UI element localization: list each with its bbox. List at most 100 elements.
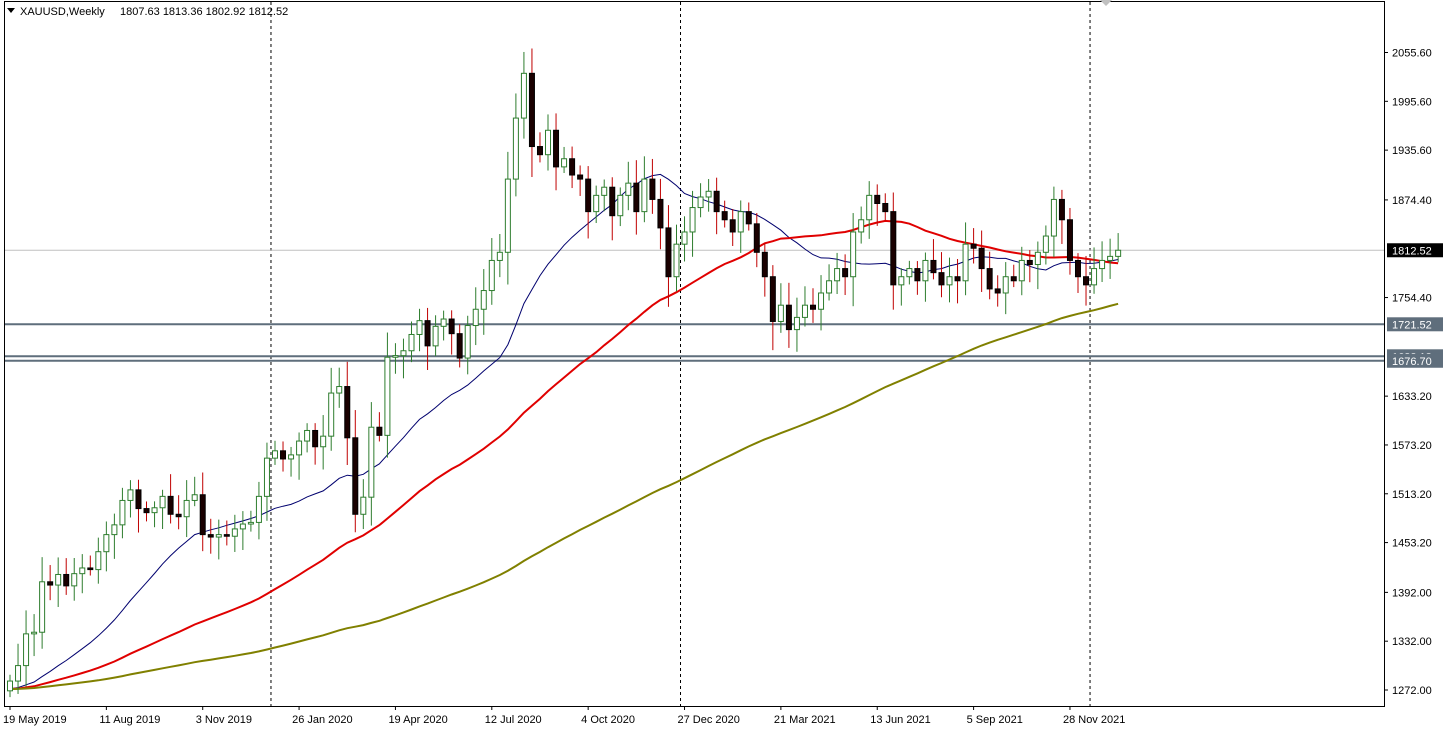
candle-body (432, 325, 439, 347)
candle-body (1034, 251, 1041, 266)
candle-body (151, 507, 158, 514)
candle-body (255, 495, 262, 523)
candle-body (601, 186, 608, 196)
candle-body (858, 219, 865, 233)
candle-body (826, 280, 833, 294)
candle-body (1018, 259, 1025, 282)
y-tick-label: 1392.00 (1392, 587, 1432, 599)
candle-body (633, 182, 640, 213)
candle-body (167, 495, 174, 515)
candle-body (464, 325, 471, 359)
candle-body (207, 534, 214, 538)
current-price-label: 1812.52 (1392, 245, 1432, 257)
plot-frame (4, 1, 1385, 707)
y-tick-label: 1272.00 (1392, 685, 1432, 697)
candle-body (183, 499, 190, 518)
candle-body (1074, 259, 1081, 278)
candle-body (962, 243, 969, 282)
ma-slow-line (9, 302, 1119, 691)
candle-body (135, 489, 142, 510)
candle-body (47, 581, 54, 586)
candle-body (970, 243, 977, 249)
candle-body (143, 508, 150, 514)
candle-body (87, 567, 94, 571)
candle-body (882, 202, 889, 213)
candle-body (761, 251, 768, 278)
candle-body (818, 292, 825, 310)
candle-body (561, 158, 568, 168)
candle-body (191, 494, 198, 501)
candle-body (215, 534, 222, 538)
candle-body (585, 178, 592, 213)
x-tick-label: 3 Nov 2019 (196, 714, 252, 726)
candle-body (850, 231, 857, 278)
candle-body (400, 350, 407, 357)
candle-body (247, 521, 254, 525)
candle-body (368, 426, 375, 498)
candle-body (223, 534, 230, 537)
x-tick-label: 11 Aug 2019 (99, 714, 160, 726)
candle-body (416, 320, 423, 335)
candle-body (55, 573, 62, 586)
candle-body (737, 211, 744, 233)
y-tick-label: 1573.20 (1392, 440, 1432, 452)
candle-body (874, 194, 881, 204)
y-tick-label: 1874.40 (1392, 195, 1432, 207)
candle-body (801, 304, 808, 318)
candle-body (625, 182, 632, 196)
level-badge-label: 1721.52 (1392, 319, 1432, 331)
y-tick-label: 1995.60 (1392, 96, 1432, 108)
chart-header: XAUUSD,Weekly 1807.63 1813.36 1802.92 18… (7, 6, 288, 18)
candle-body (978, 247, 985, 270)
candle-body (657, 198, 664, 229)
time-axis: 19 May 2019 11 Aug 2019 3 Nov 2019 26 Jan 2… (3, 706, 1125, 726)
x-tick-label: 19 May 2019 (3, 714, 67, 726)
candle-body (456, 333, 463, 359)
candle-body (312, 429, 319, 448)
y-tick-label: 2055.60 (1392, 48, 1432, 60)
candle-body (39, 581, 46, 633)
candle-body (697, 196, 704, 209)
candle-body (994, 288, 1001, 294)
candle-body (938, 272, 945, 286)
dropdown-triangle-icon[interactable] (7, 8, 15, 13)
candle-body (111, 524, 118, 536)
candle-body (721, 211, 728, 221)
candle-body (946, 276, 953, 286)
candle-body (304, 429, 311, 442)
candle-body (785, 304, 792, 331)
candle-body (119, 499, 126, 526)
candle-body (496, 251, 503, 261)
candle-body (906, 268, 913, 278)
horizontal-levels[interactable] (5, 323, 1384, 362)
candle-body (617, 194, 624, 217)
candle-body (729, 219, 736, 233)
current-price-badge (1387, 243, 1443, 258)
candle-body (31, 631, 38, 635)
candle-body (15, 665, 22, 682)
candle-body (1058, 198, 1065, 221)
shift-marker-icon[interactable] (1100, 0, 1112, 6)
candle-body (384, 356, 391, 436)
candle-body (440, 318, 447, 327)
candle-body (777, 304, 784, 322)
symbol-label: XAUUSD,Weekly (20, 6, 105, 18)
candles (7, 48, 1122, 698)
candle-body (810, 304, 816, 310)
x-tick-label: 28 Nov 2021 (1063, 714, 1125, 726)
candle-body (480, 290, 487, 310)
candle-body (705, 190, 712, 198)
candle-body (103, 534, 110, 553)
y-tick-label: 1935.60 (1392, 145, 1432, 157)
candle-body (986, 268, 993, 290)
candle-body (512, 117, 519, 180)
level-badge (1387, 317, 1443, 332)
candle-body (71, 573, 78, 587)
candle-body (520, 72, 527, 119)
candle-body (159, 495, 166, 509)
candle-body (280, 450, 287, 460)
candle-body (745, 211, 752, 225)
candle-body (681, 231, 688, 245)
